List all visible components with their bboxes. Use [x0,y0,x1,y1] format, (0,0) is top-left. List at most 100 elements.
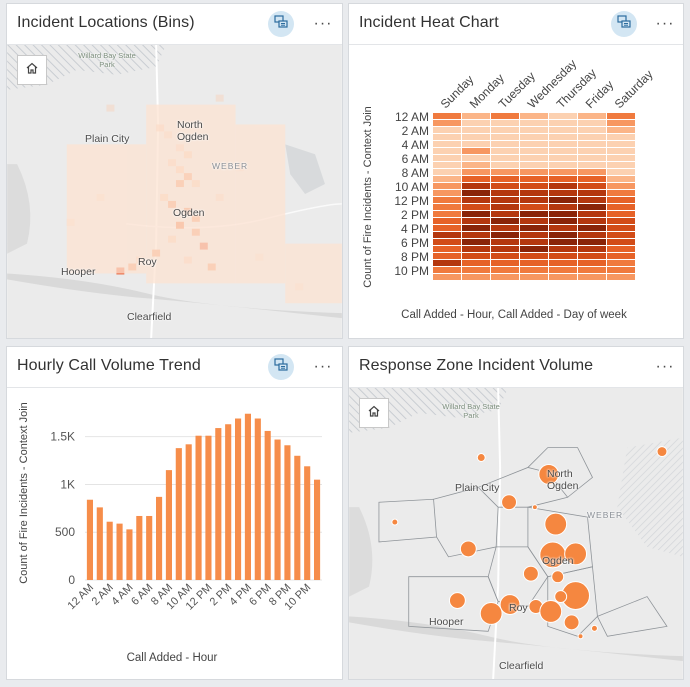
trend-chart-body: 0 500 1K 1.5K 12 AM 2 AM 4 AM 6 AM 8 AM 10 AM 12 P… [7,388,342,679]
map-label-north-ogden: North Ogden [177,119,209,143]
heat-cell [462,225,490,231]
heat-cell [520,155,548,161]
map-label-weber: WEBER [212,161,249,171]
heat-cell [549,183,577,189]
map-label-north-ogden: North Ogden [547,468,579,492]
heat-cell [491,134,519,140]
heat-cell [520,225,548,231]
heat-cell [578,225,606,231]
heat-cell [433,190,461,196]
map-home-button[interactable] [359,398,389,428]
zone-map[interactable]: Willard Bay State Park Plain City North … [349,388,683,679]
heat-cell [549,246,577,252]
heat-cell [607,225,635,231]
heat-cell [520,176,548,182]
heat-cell [462,218,490,224]
heat-cell [433,162,461,168]
heat-cell [607,239,635,245]
bins-map[interactable]: Willard Bay State Park Plain City North … [7,45,342,338]
trend-y-tick-label: 0 [68,573,75,587]
map-label-hooper: Hooper [61,266,96,278]
heat-cell [549,141,577,147]
heat-cell [491,183,519,189]
heat-cell [462,211,490,217]
trend-bar [314,479,321,580]
heat-cell [549,239,577,245]
heat-cell [520,169,548,175]
heat-cell [433,204,461,210]
heat-cell [549,204,577,210]
heat-cell [549,127,577,133]
heat-cell [491,211,519,217]
map-label-hooper: Hooper [429,616,464,628]
map-label-park: Willard Bay State Park [442,402,500,420]
heat-cell [607,246,635,252]
heat-cell [520,141,548,147]
heat-cell [462,176,490,182]
heat-row-label: 12 AM [395,110,429,124]
heat-cell [578,197,606,203]
heat-cell [520,134,548,140]
map-label-plain-city: Plain City [455,482,500,494]
heat-cell [462,127,490,133]
trend-bar [254,418,261,580]
heat-cell [491,232,519,238]
heat-cell [491,239,519,245]
heat-cell [520,267,548,273]
more-options-button[interactable]: ··· [310,354,336,380]
trend-bar [96,507,103,580]
heat-cell [433,127,461,133]
heat-cell [462,232,490,238]
heat-cell [578,253,606,259]
trend-x-tick-label: 4 AM [109,582,135,608]
chart-action-button[interactable] [611,11,637,37]
trend-y-axis-title: Count of Fire Incidents - Context Join [18,402,30,584]
heat-cell [462,246,490,252]
heat-cell [578,204,606,210]
more-options-button[interactable]: ··· [310,11,336,37]
heat-row-label: 12 PM [394,194,429,208]
heat-cell [433,253,461,259]
heat-cell [433,274,461,280]
heat-cell [578,232,606,238]
trend-x-tick-label: 4 PM [227,582,254,609]
heat-cell [462,267,490,273]
heat-cell [520,253,548,259]
heat-cell [462,239,490,245]
heat-cell [491,246,519,252]
heat-cell [520,239,548,245]
map-home-button[interactable] [17,55,47,85]
heat-cell [578,134,606,140]
heat-chart[interactable]: SundayMondayTuesdayWednesdayThursdayFrid… [349,45,683,339]
card-header: Incident Heat Chart ··· [349,4,683,45]
heat-cell [520,162,548,168]
heat-cell [578,183,606,189]
heat-cell [607,148,635,154]
heat-cell [607,267,635,273]
heat-cell [578,176,606,182]
heat-cell [607,211,635,217]
heat-cell [578,211,606,217]
heat-cell [607,162,635,168]
more-options-button[interactable]: ··· [652,11,678,37]
trend-y-tick-label: 1.5K [50,430,75,444]
more-options-button[interactable]: ··· [652,354,678,380]
heat-cell [462,260,490,266]
heat-cell [578,120,606,126]
chart-action-button[interactable] [268,11,294,37]
chart-action-button[interactable] [268,354,294,380]
heat-cell [607,218,635,224]
heat-cell [607,120,635,126]
trend-bar [156,496,163,580]
heat-row-label: 2 PM [401,208,429,222]
heat-cell [549,267,577,273]
trend-y-tick-label: 500 [55,525,75,539]
heat-cell [433,169,461,175]
heat-cell [578,148,606,154]
heat-cell [607,183,635,189]
heat-cell [607,155,635,161]
heat-cell [549,197,577,203]
heat-cell [607,176,635,182]
heat-cell [520,113,548,119]
